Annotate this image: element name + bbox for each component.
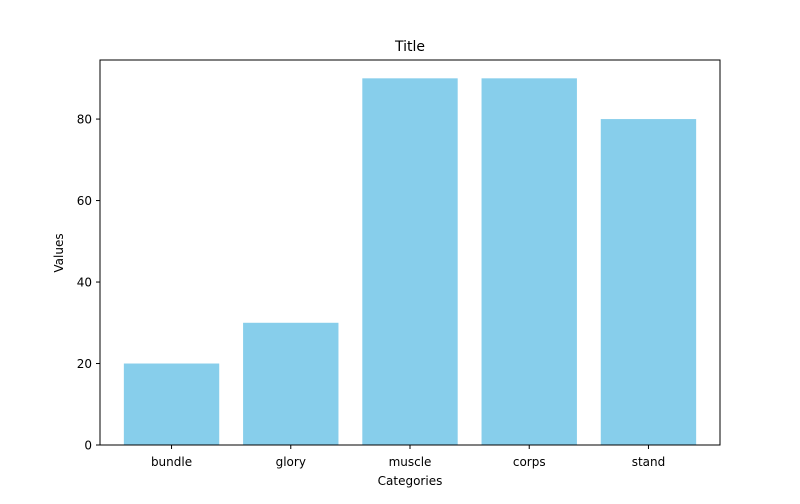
x-tick-label: bundle [151,455,192,469]
x-tick-label: stand [632,455,666,469]
y-axis-label: Values [52,233,66,272]
y-tick-label: 40 [77,276,92,290]
x-axis-label: Categories [378,474,443,488]
x-tick-label: glory [276,455,306,469]
plot-area: bundle glory muscle corps stand 0 20 40 60 80 [77,59,721,469]
y-tick-label: 0 [84,439,92,453]
bar-glory [243,322,339,445]
y-tick-label: 20 [77,357,92,371]
bar-muscle [362,78,458,445]
y-tick-label: 80 [77,113,92,127]
x-tick-label: muscle [389,455,432,469]
bar-stand [600,119,697,445]
bar-corps [481,78,577,445]
x-tick-label: corps [513,455,546,469]
chart-title: Title [394,39,425,55]
bar-bundle [123,363,220,445]
y-tick-label: 60 [77,194,92,208]
